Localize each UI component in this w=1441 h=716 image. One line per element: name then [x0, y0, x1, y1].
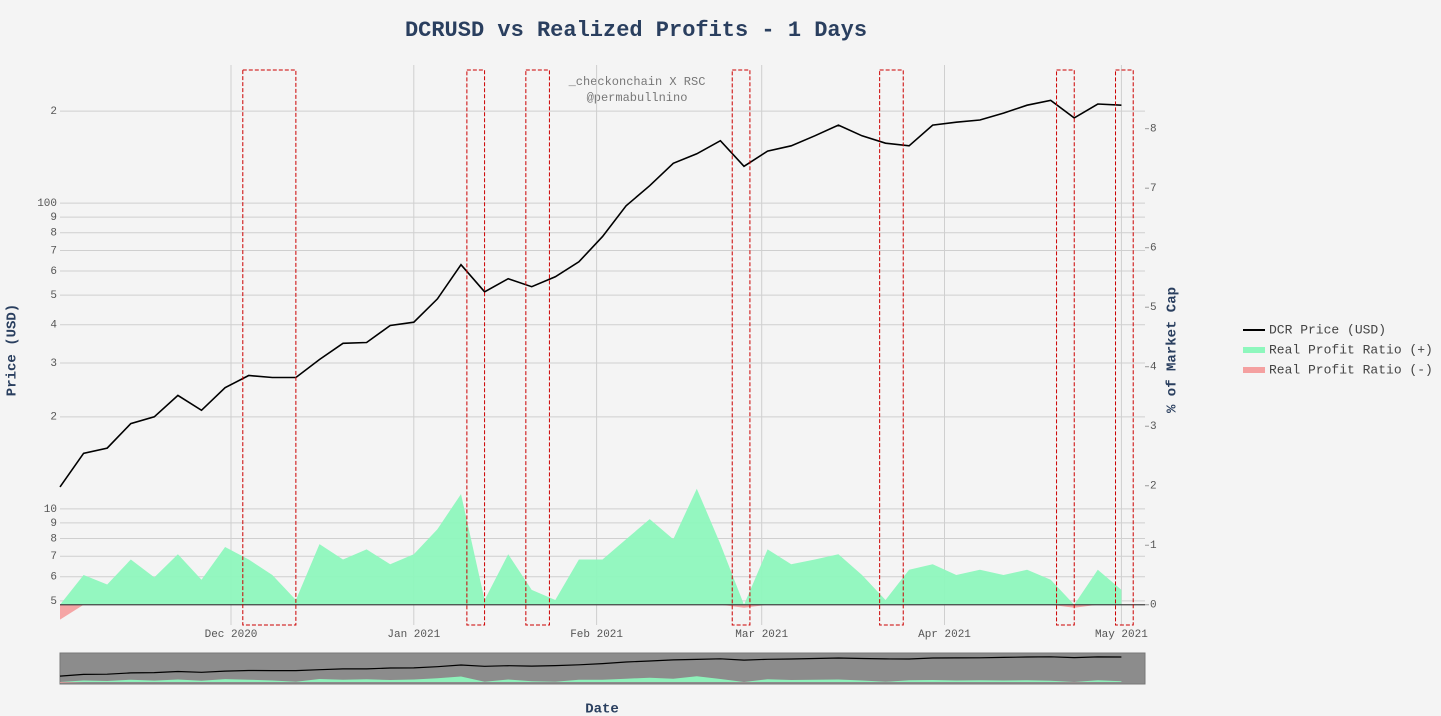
- legend-label: Real Profit Ratio (+): [1269, 342, 1433, 357]
- y2-tick-label: 4: [1150, 362, 1157, 374]
- y-tick-label: 7: [50, 245, 57, 257]
- y2-tick-label: 0: [1150, 600, 1157, 612]
- annotation: _checkonchain X RSC: [568, 75, 706, 89]
- area: [60, 488, 1122, 605]
- chart-title: DCRUSD vs Realized Profits - 1 Days: [405, 18, 867, 43]
- y2-tick-label: 8: [1150, 124, 1157, 136]
- y-tick-label: 4: [50, 320, 57, 332]
- x-axis-title: Date: [585, 702, 619, 716]
- y-tick-label: 5: [50, 290, 57, 302]
- y2-tick-label: 2: [1150, 481, 1157, 493]
- y2-tick-label: 5: [1150, 302, 1157, 314]
- y-tick-label: 100: [37, 198, 57, 210]
- x-tick-label: Apr 2021: [918, 629, 971, 641]
- y-tick-label: 8: [50, 228, 57, 240]
- y-tick-label: 9: [50, 212, 57, 224]
- annotation: @permabullnino: [587, 91, 688, 105]
- y-tick-label: 6: [50, 572, 57, 584]
- y-tick-label: 6: [50, 266, 57, 278]
- highlight-box: [466, 69, 486, 626]
- legend-label: Real Profit Ratio (-): [1269, 362, 1433, 377]
- mini-line: [59, 656, 1122, 677]
- x-tick-label: Dec 2020: [205, 629, 258, 641]
- y-tick-label: 3: [50, 358, 57, 370]
- y-axis-title: Price (USD): [5, 304, 21, 396]
- y-tick-label: 9: [50, 518, 57, 530]
- y2-tick-label: 7: [1150, 183, 1157, 195]
- highlight-box: [879, 69, 904, 626]
- line: [59, 99, 1122, 488]
- highlight-box: [242, 69, 297, 626]
- y2-tick-label: 1: [1150, 540, 1157, 552]
- y-tick-label: 8: [50, 533, 57, 545]
- highlight-box: [1115, 69, 1134, 626]
- y2-axis-title: % of Market Cap: [1165, 287, 1181, 413]
- y-tick-label: 2: [50, 106, 57, 118]
- x-tick-label: May 2021: [1095, 629, 1148, 641]
- x-tick-label: Feb 2021: [570, 629, 623, 641]
- highlight-box: [731, 69, 751, 626]
- y-tick-label: 5: [50, 596, 57, 608]
- range-slider-preview: [59, 656, 1122, 683]
- highlight-box: [1056, 69, 1075, 626]
- y2-tick-label: 3: [1150, 421, 1157, 433]
- y2-tick-label: 6: [1150, 243, 1157, 255]
- x-tick-label: Jan 2021: [387, 629, 440, 641]
- highlight-box: [525, 69, 550, 626]
- mini-area: [60, 676, 1122, 682]
- y-tick-label: 10: [44, 504, 57, 516]
- legend-label: DCR Price (USD): [1269, 322, 1386, 337]
- x-tick-label: Mar 2021: [735, 629, 788, 641]
- y-tick-label: 2: [50, 412, 57, 424]
- y-tick-label: 7: [50, 551, 57, 563]
